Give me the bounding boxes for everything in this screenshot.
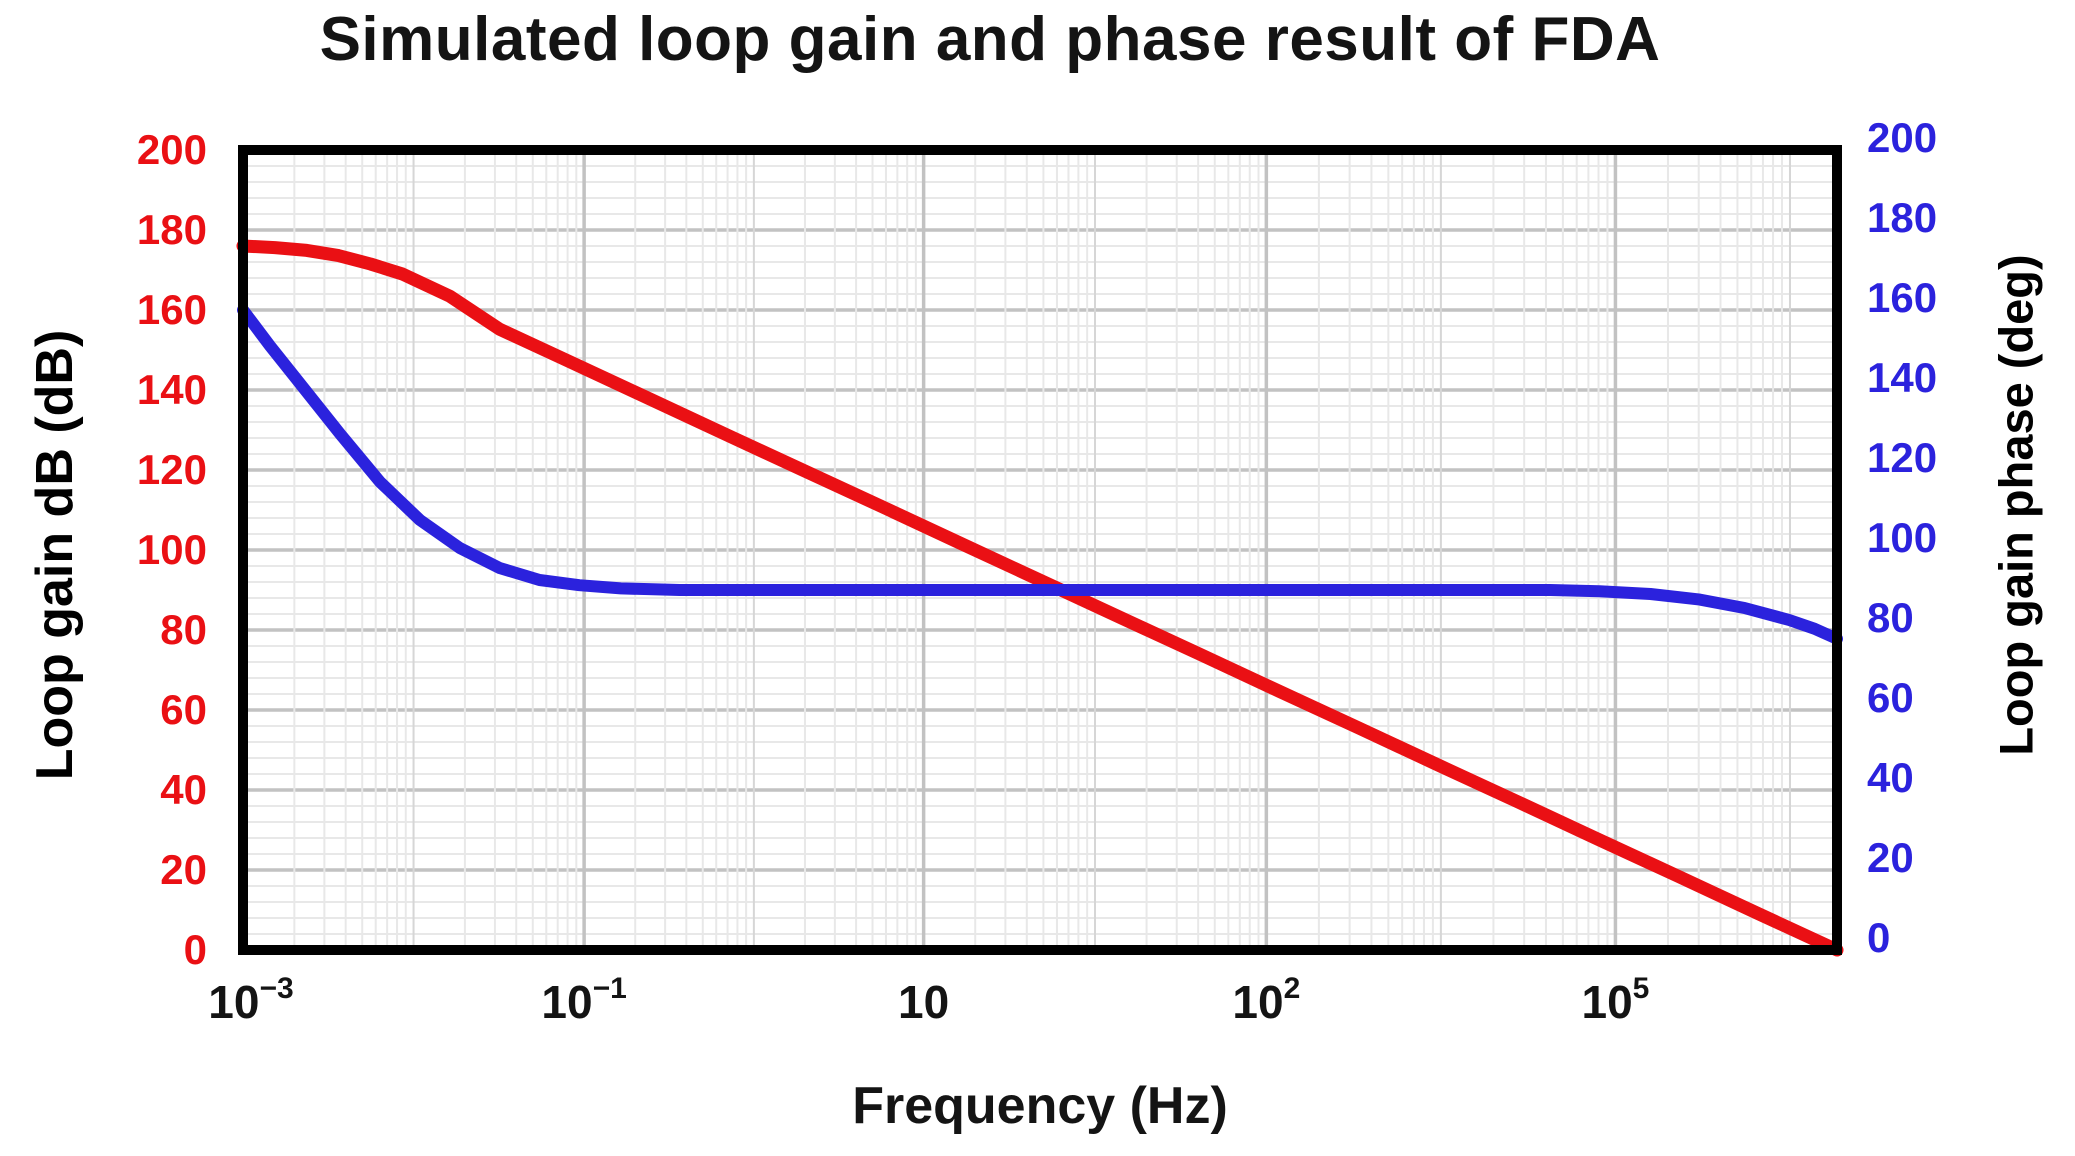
left-axis-tick: 80 [160,606,207,653]
right-axis-tick: 40 [1867,754,1914,801]
x-axis-title: Frequency (Hz) [852,1077,1228,1135]
left-axis-tick: 100 [136,526,207,573]
left-axis-tick: 0 [183,926,207,973]
right-axis-tick: 100 [1867,514,1938,561]
left-axis-tick: 40 [160,766,207,813]
left-axis-tick: 180 [136,206,207,253]
plot-frame [238,145,1842,955]
right-axis-title: Loop gain phase (deg) [1989,254,2043,756]
right-axis-tick: 80 [1867,594,1914,641]
right-axis-tick: 140 [1867,354,1938,401]
loop-gain-db-curve [236,239,1844,957]
left-axis-tick: 140 [136,366,207,413]
chart-title: Simulated loop gain and phase result of … [319,5,1661,74]
left-axis-tick: 20 [160,846,207,893]
left-axis-title: Loop gain dB (dB) [26,329,84,781]
loop-gain-phase-deg-curve [237,304,1843,645]
x-axis-tick: 10 [898,976,950,1028]
right-axis-tick: 0 [1867,914,1891,961]
right-axis-tick: 60 [1867,674,1914,721]
left-axis-tick: 160 [136,286,207,333]
left-axis-tick: 200 [136,126,207,173]
right-axis-tick: 160 [1867,274,1938,321]
right-axis-tick: 20 [1867,834,1914,881]
left-axis-tick: 120 [136,446,207,493]
x-axis-tick: 105 [1581,971,1650,1028]
right-axis-tick: 120 [1867,434,1938,481]
left-axis-tick: 60 [160,686,207,733]
right-axis-tick: 180 [1867,194,1938,241]
x-axis-tick: 10−3 [208,971,294,1028]
x-axis-tick: 102 [1232,971,1301,1028]
right-axis-tick: 200 [1867,114,1938,161]
x-axis-tick: 10−1 [541,971,627,1028]
